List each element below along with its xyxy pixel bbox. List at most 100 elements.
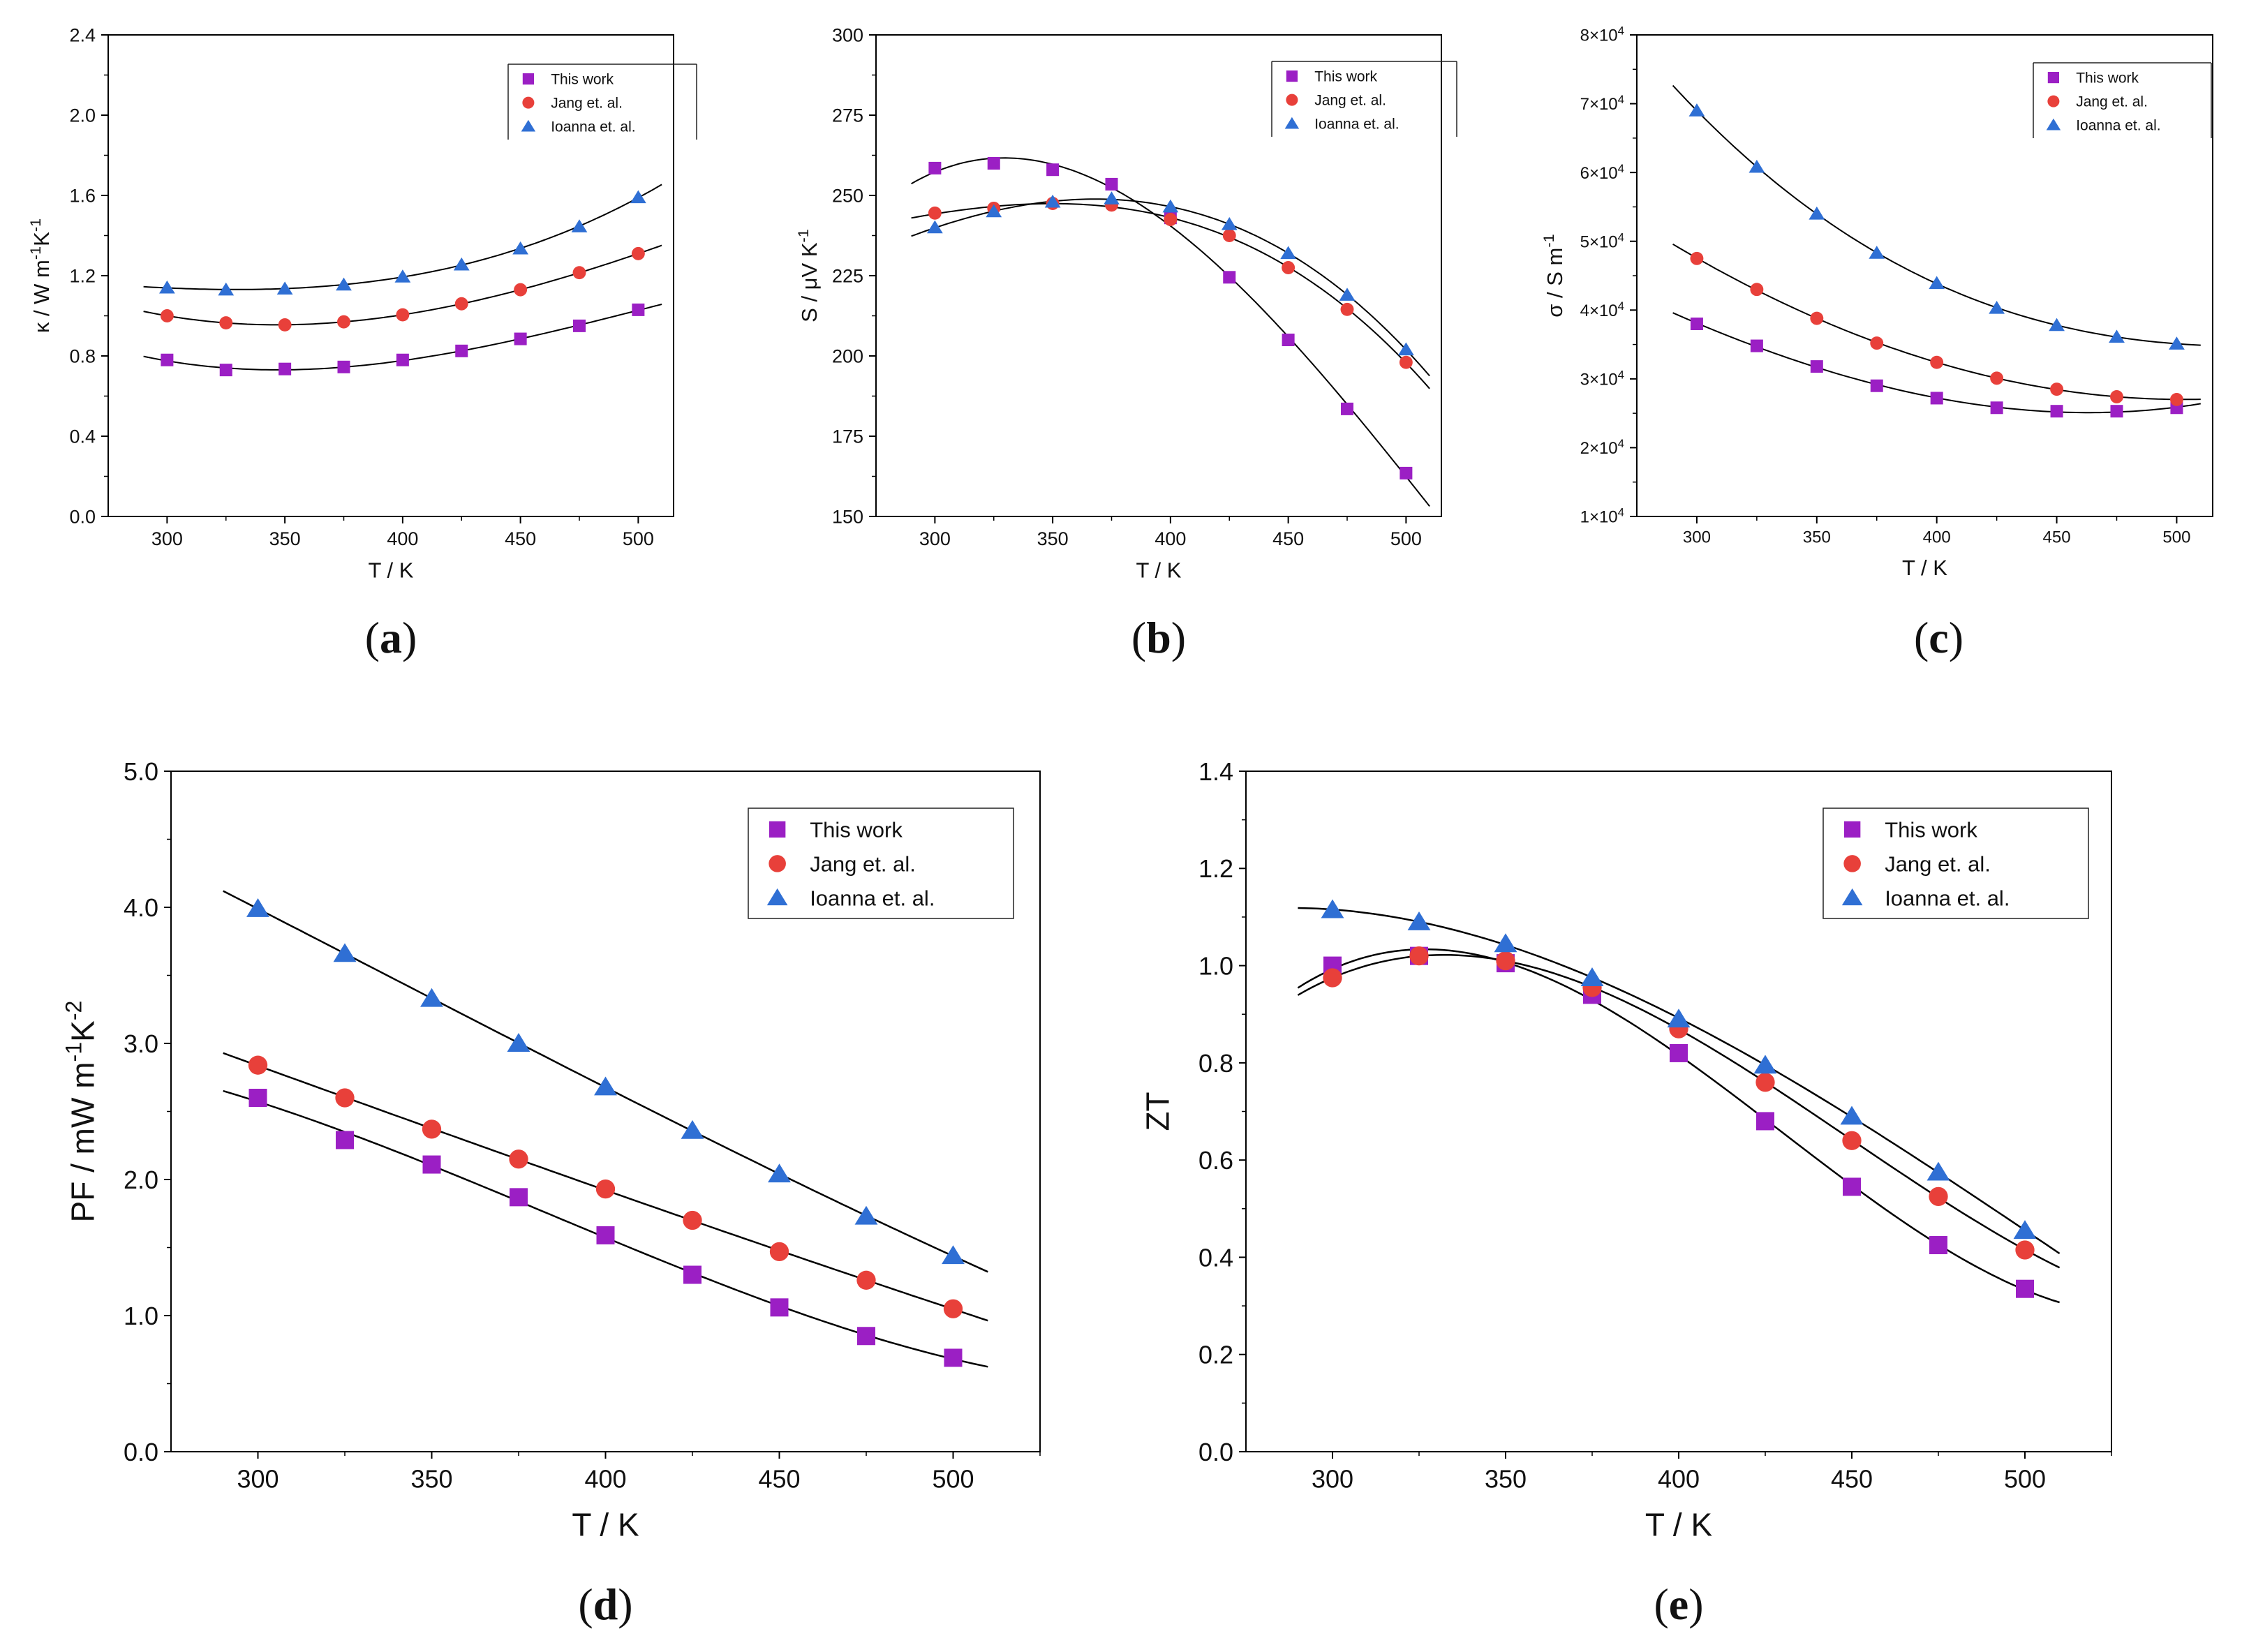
data-point (632, 303, 645, 316)
y-tick-label: 8×104 (1580, 24, 1624, 45)
data-point (1869, 246, 1885, 259)
data-point (161, 353, 174, 366)
x-tick-label: 400 (1155, 528, 1186, 549)
data-point (926, 220, 943, 234)
y-tick-label: 0.8 (1198, 1049, 1233, 1078)
y-tick-label: 250 (832, 186, 863, 207)
panel-caption: (b) (1131, 613, 1186, 662)
legend-label: Jang et. al. (2076, 94, 2148, 110)
legend-border (748, 808, 1014, 919)
x-tick-label: 350 (1803, 528, 1831, 547)
data-point (1690, 251, 1704, 265)
data-point (1339, 288, 1356, 301)
data-point (2050, 405, 2063, 418)
legend-marker (2047, 71, 2059, 84)
y-tick-label: 4.0 (124, 893, 158, 922)
y-tick-label: 0.4 (1198, 1243, 1233, 1272)
legend-marker (769, 855, 786, 872)
panel-caption: (a) (365, 613, 417, 662)
legend: This work Jang et. al. Ioanna et. al. (1822, 808, 2089, 919)
data-point (337, 360, 350, 373)
data-point (1397, 342, 1414, 356)
data-point (1927, 1161, 1950, 1181)
data-point (1929, 1186, 1948, 1207)
data-point (1990, 401, 2003, 415)
x-tick-label: 450 (2043, 528, 2071, 547)
data-point (1753, 1055, 1777, 1074)
data-point (396, 353, 409, 366)
legend: This work Jang et. al. Ioanna et. al. (2033, 62, 2212, 138)
y-axis-label: σ / S m-1 (1540, 234, 1568, 317)
data-point (1843, 1177, 1861, 1196)
data-point (1340, 302, 1354, 316)
legend-marker (1843, 855, 1861, 872)
data-point (510, 1188, 528, 1207)
y-tick-label: 200 (832, 346, 863, 367)
data-point (1840, 1106, 1864, 1125)
legend-border (1822, 808, 2089, 919)
legend-label: Ioanna et. al. (1885, 886, 2010, 911)
chart-a: 300 350 400 450 500 0.0 0.4 0.8 1.2 1.6 2.0 2.4 T / … (26, 25, 697, 662)
data-point (2049, 318, 2065, 332)
y-tick-label: 1.0 (1198, 952, 1233, 981)
data-point (1842, 1131, 1862, 1150)
y-tick-label: 5×104 (1580, 230, 1624, 252)
data-point (1282, 261, 1296, 274)
data-point (1810, 311, 1824, 325)
y-tick-label: 1.4 (1198, 757, 1233, 786)
data-point (1688, 103, 1705, 117)
data-point (1929, 276, 1945, 290)
data-point (1221, 217, 1238, 230)
data-point (422, 1119, 442, 1139)
data-point (1046, 163, 1060, 177)
data-point (1667, 1009, 1691, 1028)
data-point (514, 332, 527, 345)
x-axis-label: T / K (1902, 556, 1947, 580)
data-point (219, 316, 233, 330)
legend-label: Jang et. al. (1885, 852, 1991, 877)
data-point (246, 898, 269, 917)
series-this (161, 303, 645, 377)
y-tick-label: 0.6 (1198, 1146, 1233, 1175)
x-tick-label: 500 (1390, 528, 1422, 549)
data-point (2109, 329, 2125, 343)
x-tick-label: 350 (269, 528, 301, 549)
data-point (928, 161, 942, 174)
data-point (1222, 229, 1236, 242)
y-tick-label: 1.2 (69, 266, 96, 287)
data-point (630, 190, 646, 204)
legend-label: Jang et. al. (1314, 93, 1386, 109)
data-point (769, 1242, 789, 1261)
legend: This work Jang et. al. Ioanna et. al. (507, 64, 697, 140)
data-point (2013, 1220, 2037, 1240)
legend-marker (1284, 117, 1300, 129)
data-point (1756, 1112, 1774, 1131)
y-tick-label: 0.0 (124, 1438, 158, 1466)
data-point (507, 1033, 530, 1052)
data-point (631, 246, 645, 260)
legend-label: Ioanna et. al. (1314, 117, 1399, 133)
data-point (856, 1270, 876, 1290)
data-point (1690, 318, 1703, 330)
y-tick-label: 1.2 (1198, 854, 1233, 883)
data-point (1105, 177, 1118, 191)
y-tick-label: 275 (832, 105, 863, 126)
data-point (1930, 392, 1943, 405)
data-point (276, 281, 293, 295)
data-point (454, 297, 468, 311)
data-point (2015, 1240, 2035, 1260)
data-point (278, 318, 292, 332)
data-point (337, 315, 350, 329)
x-tick-label: 500 (2004, 1464, 2046, 1493)
data-point (681, 1119, 704, 1139)
data-point (1749, 159, 1765, 173)
y-tick-label: 0.0 (69, 507, 96, 528)
data-point (1990, 371, 2004, 385)
y-tick-label: 1×104 (1580, 505, 1624, 527)
data-point (1044, 194, 1061, 208)
legend-marker (522, 96, 535, 109)
series-jang (928, 197, 1413, 369)
y-tick-label: 1.6 (69, 186, 96, 207)
y-tick-label: 6×104 (1580, 161, 1624, 182)
